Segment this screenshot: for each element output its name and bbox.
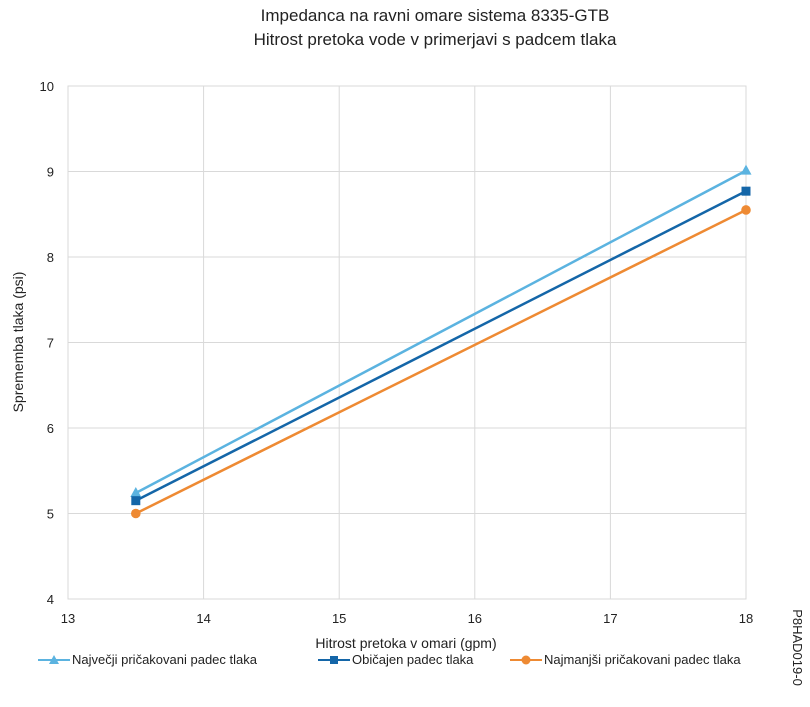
y-tick-labels: 4 5 6 7 8 9 10	[40, 79, 54, 607]
legend-item-max: Največji pričakovani padec tlaka	[38, 652, 257, 667]
y-tick-label: 9	[47, 165, 54, 180]
legend-item-min: Najmanjši pričakovani padec tlaka	[510, 652, 741, 667]
series-line	[136, 210, 746, 514]
series-line	[136, 171, 746, 493]
legend-marker-triangle-icon	[38, 654, 70, 666]
x-tick-labels: 13 14 15 16 17 18	[61, 611, 753, 626]
y-tick-label: 6	[47, 421, 54, 436]
y-tick-label: 4	[47, 592, 54, 607]
data-point-circle	[131, 509, 141, 519]
x-tick-label: 17	[603, 611, 617, 626]
x-tick-label: 13	[61, 611, 75, 626]
legend-marker-square-icon	[318, 654, 350, 666]
x-tick-label: 18	[739, 611, 753, 626]
legend-item-typical: Običajen padec tlaka	[318, 652, 473, 667]
grid	[68, 86, 746, 599]
figure-code: P8HAD019-0	[790, 609, 805, 686]
y-tick-label: 5	[47, 507, 54, 522]
legend-label: Običajen padec tlaka	[352, 652, 473, 667]
data-point-triangle	[741, 165, 752, 175]
data-point-square	[131, 496, 140, 505]
data-point-circle	[741, 205, 751, 215]
x-tick-label: 15	[332, 611, 346, 626]
y-tick-label: 8	[47, 250, 54, 265]
x-tick-label: 14	[196, 611, 210, 626]
y-axis-label: Sprememba tlaka (psi)	[10, 272, 26, 413]
legend-label: Najmanjši pričakovani padec tlaka	[544, 652, 741, 667]
y-tick-label: 7	[47, 336, 54, 351]
x-axis-label: Hitrost pretoka v omari (gpm)	[315, 635, 496, 651]
series-line	[136, 191, 746, 501]
legend-label: Največji pričakovani padec tlaka	[72, 652, 257, 667]
x-tick-label: 16	[468, 611, 482, 626]
data-point-square	[742, 187, 751, 196]
y-tick-label: 10	[40, 79, 54, 94]
legend-marker-circle-icon	[510, 654, 542, 666]
